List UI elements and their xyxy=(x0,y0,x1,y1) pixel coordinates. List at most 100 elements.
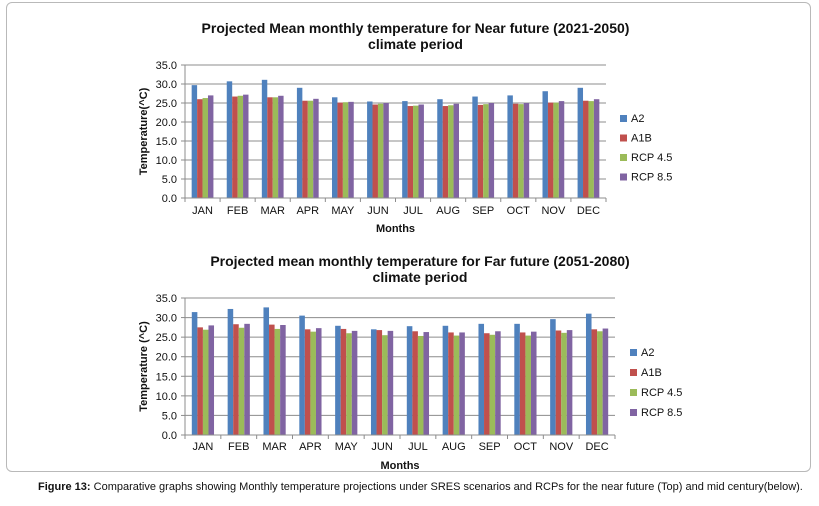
bar-a2 xyxy=(402,101,408,198)
bar-a2 xyxy=(331,97,338,198)
y-tick-label: 35.0 xyxy=(156,60,177,72)
bar-rcp-8-5 xyxy=(244,323,250,435)
bar-a2 xyxy=(227,308,234,435)
chart-title-line: Projected Mean monthly temperature for N… xyxy=(202,20,630,36)
x-tick-label: APR xyxy=(299,441,322,453)
bar-a1b xyxy=(197,99,203,198)
x-axis-label: Months xyxy=(380,460,419,472)
bar-rcp-4-5 xyxy=(377,103,384,198)
x-tick-label: NOV xyxy=(549,441,574,453)
bar-rcp-8-5 xyxy=(453,103,460,198)
bar-rcp-4-5 xyxy=(588,101,594,198)
bar-a1b xyxy=(484,333,490,435)
bar-rcp-4-5 xyxy=(597,331,603,435)
chart-title-line: Projected mean monthly temperature for F… xyxy=(210,253,629,269)
bar-a2 xyxy=(585,313,592,435)
bar-a2 xyxy=(367,101,373,198)
bar-a2 xyxy=(263,307,270,435)
bar-rcp-8-5 xyxy=(488,103,495,198)
bar-rcp-8-5 xyxy=(530,331,537,435)
bar-a2 xyxy=(437,99,443,198)
bar-a1b xyxy=(304,329,311,435)
legend-swatch xyxy=(630,409,637,416)
x-tick-label: JUL xyxy=(403,205,423,217)
legend-label: RCP 4.5 xyxy=(631,152,672,164)
x-tick-label: MAY xyxy=(335,441,359,453)
legend-label: RCP 4.5 xyxy=(641,387,682,399)
bar-rcp-4-5 xyxy=(342,102,349,198)
x-tick-label: JUL xyxy=(408,441,428,453)
bar-a2 xyxy=(261,79,268,198)
bar-rcp-4-5 xyxy=(346,333,352,435)
bar-rcp-4-5 xyxy=(310,331,316,435)
bar-rcp-8-5 xyxy=(495,331,501,435)
bar-rcp-8-5 xyxy=(387,330,394,435)
bar-a2 xyxy=(442,325,449,435)
y-tick-label: 5.0 xyxy=(162,174,177,186)
x-tick-label: DEC xyxy=(585,441,608,453)
bar-rcp-8-5 xyxy=(243,94,249,198)
bar-a1b xyxy=(583,100,589,198)
y-tick-label: 5.0 xyxy=(162,410,177,422)
y-tick-label: 25.0 xyxy=(156,98,177,110)
bar-rcp-4-5 xyxy=(202,98,208,198)
near-future-chart: Projected Mean monthly temperature for N… xyxy=(138,20,672,235)
bar-rcp-4-5 xyxy=(413,105,419,198)
y-tick-label: 30.0 xyxy=(156,79,177,91)
legend-label: A1B xyxy=(641,367,662,379)
bar-rcp-8-5 xyxy=(418,104,424,198)
y-axis-label: Temperature (^C) xyxy=(138,321,150,412)
x-tick-label: MAR xyxy=(260,205,285,217)
bar-rcp-4-5 xyxy=(237,95,244,198)
y-tick-label: 10.0 xyxy=(156,391,177,403)
bar-a1b xyxy=(591,329,598,435)
legend-swatch xyxy=(620,115,627,122)
bar-a2 xyxy=(542,91,548,198)
y-tick-label: 15.0 xyxy=(156,136,177,148)
bar-a1b xyxy=(302,100,308,198)
bar-a1b xyxy=(197,327,203,435)
y-axis-label: Temperature(^C) xyxy=(138,87,150,175)
bar-a1b xyxy=(337,102,343,198)
bar-rcp-4-5 xyxy=(483,104,489,198)
bar-a2 xyxy=(478,323,485,435)
bar-rcp-8-5 xyxy=(558,101,565,198)
bar-rcp-8-5 xyxy=(278,95,284,198)
bar-rcp-8-5 xyxy=(593,99,600,198)
bar-rcp-4-5 xyxy=(307,100,314,198)
bar-a1b xyxy=(448,332,454,435)
x-tick-label: JAN xyxy=(192,205,213,217)
bar-rcp-8-5 xyxy=(315,328,322,435)
bar-a2 xyxy=(299,315,305,435)
legend-swatch xyxy=(620,154,627,161)
legend-label: A1B xyxy=(631,133,652,145)
bar-a1b xyxy=(340,328,347,435)
x-tick-label: FEB xyxy=(227,205,248,217)
x-tick-label: AUG xyxy=(436,205,460,217)
bar-a2 xyxy=(335,325,341,435)
y-tick-label: 15.0 xyxy=(156,371,177,383)
y-tick-label: 30.0 xyxy=(156,313,177,325)
bar-a1b xyxy=(555,330,562,435)
x-axis-label: Months xyxy=(376,223,415,235)
bar-rcp-8-5 xyxy=(348,101,354,198)
caption-text: Comparative graphs showing Monthly tempe… xyxy=(90,481,803,493)
x-tick-label: SEP xyxy=(472,205,494,217)
bar-a2 xyxy=(406,326,413,435)
bar-rcp-4-5 xyxy=(561,332,567,435)
bar-rcp-8-5 xyxy=(523,103,530,198)
bar-a2 xyxy=(191,85,198,198)
legend-swatch xyxy=(620,173,627,181)
x-tick-label: JAN xyxy=(193,441,214,453)
legend-swatch xyxy=(630,349,637,356)
bar-a1b xyxy=(519,332,526,435)
x-tick-label: NOV xyxy=(541,205,566,217)
bar-rcp-4-5 xyxy=(202,329,209,435)
x-tick-label: AUG xyxy=(442,441,466,453)
x-tick-label: MAY xyxy=(331,205,355,217)
x-tick-label: DEC xyxy=(577,205,600,217)
bar-a2 xyxy=(507,95,513,198)
y-tick-label: 35.0 xyxy=(156,293,177,305)
legend-label: RCP 8.5 xyxy=(641,407,682,419)
bar-a2 xyxy=(296,87,303,198)
